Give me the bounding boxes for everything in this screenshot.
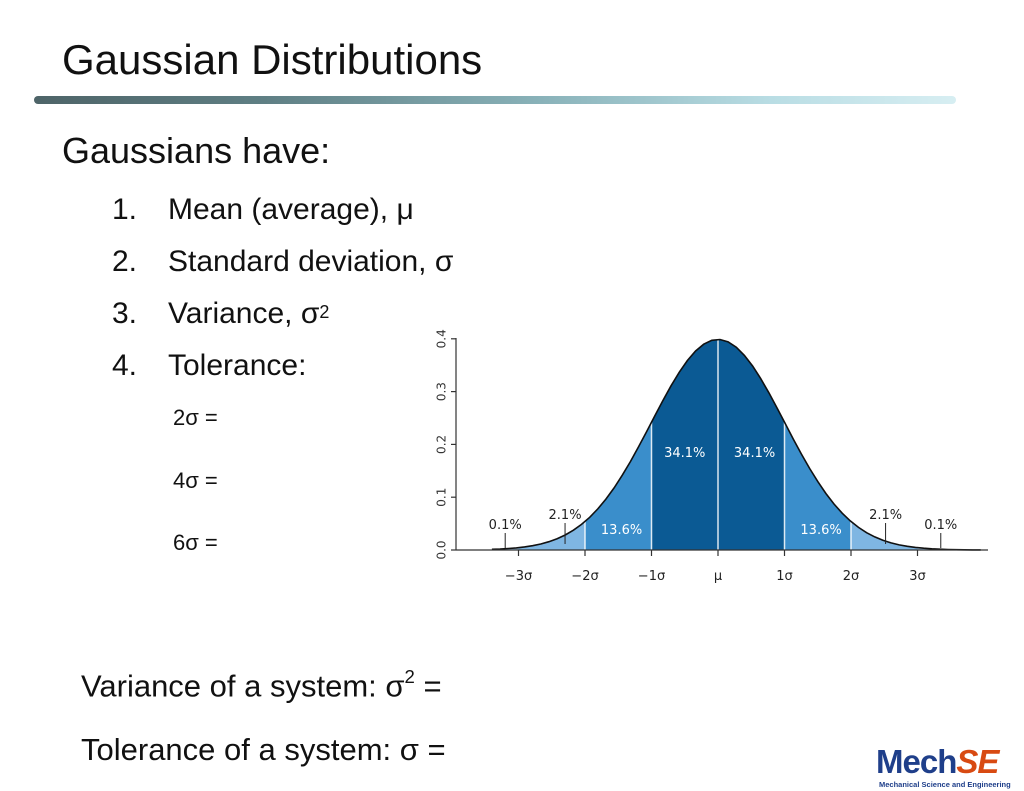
sigma-band-3	[718, 339, 785, 550]
sigma-band-2	[651, 339, 718, 550]
y-tick-label: 0.2	[435, 435, 449, 454]
logo-wordmark: MechSE	[876, 743, 999, 780]
percent-label: 34.1%	[734, 446, 775, 461]
slide-title: Gaussian Distributions	[62, 36, 483, 83]
variance-line-text: Variance of a system: σ	[81, 668, 405, 704]
logo-mech: Mech	[876, 743, 957, 780]
list-heading: Gaussians have:	[62, 130, 331, 171]
superscript: 2	[404, 666, 415, 687]
tolerance-6sigma: 6σ =	[173, 530, 218, 555]
y-tick-label: 0.0	[435, 540, 449, 559]
x-tick-label: 2σ	[843, 569, 860, 584]
logo-subtitle: Mechanical Science and Engineering	[879, 780, 1011, 789]
x-tick-label: −2σ	[571, 569, 598, 584]
x-tick-label: −1σ	[638, 569, 665, 584]
list-item-mean: 1. Mean (average), μ	[112, 184, 453, 236]
sigma-band-0	[518, 521, 585, 550]
x-tick-label: 1σ	[776, 569, 793, 584]
sigma-band-5	[851, 521, 918, 550]
list-item-text: Tolerance:	[168, 349, 307, 382]
list-item-text: Standard deviation, σ	[168, 245, 454, 278]
list-number: 1.	[112, 193, 138, 226]
x-tick-label: μ	[714, 569, 722, 584]
percent-label: 13.6%	[601, 523, 642, 538]
property-list: 1. Mean (average), μ 2. Standard deviati…	[112, 184, 453, 392]
percent-label: 2.1%	[869, 508, 902, 523]
percent-label: 2.1%	[549, 508, 582, 523]
logo-se: SE	[956, 743, 999, 780]
tolerance-of-system: Tolerance of a system: σ =	[81, 732, 446, 767]
mechse-logo: MechSE Mechanical Science and Engineerin…	[876, 744, 1024, 791]
percent-label: 0.1%	[924, 518, 957, 533]
variance-of-system: Variance of a system: σ2 =	[81, 666, 442, 704]
percent-label: 0.1%	[489, 518, 522, 533]
percent-label: 13.6%	[800, 523, 841, 538]
distribution-curve	[491, 338, 981, 551]
normal-distribution-chart: 0.0 0.1 0.2 0.3 0.4 −3σ −2σ −1σ μ 1σ 2σ 3σ 34.1% 34.1…	[435, 329, 988, 584]
list-number: 3.	[112, 297, 138, 330]
list-item-text: Variance, σ	[168, 297, 320, 330]
list-number: 2.	[112, 245, 138, 278]
superscript: 2	[319, 301, 330, 322]
list-item-std-dev: 2. Standard deviation, σ	[112, 236, 453, 288]
x-tick-label: 3σ	[909, 569, 926, 584]
tolerance-2sigma: 2σ =	[173, 405, 218, 430]
title-divider	[34, 96, 956, 104]
list-number: 4.	[112, 349, 138, 382]
y-tick-label: 0.4	[435, 329, 449, 348]
tolerance-4sigma: 4σ =	[173, 468, 218, 493]
variance-line-suffix: =	[414, 668, 442, 704]
y-tick-label: 0.3	[435, 382, 449, 401]
list-item-tolerance: 4. Tolerance:	[112, 340, 453, 392]
x-tick-label: −3σ	[505, 569, 532, 584]
list-item-text: Mean (average), μ	[168, 193, 414, 226]
percent-label: 34.1%	[664, 446, 705, 461]
y-tick-label: 0.1	[435, 488, 449, 507]
